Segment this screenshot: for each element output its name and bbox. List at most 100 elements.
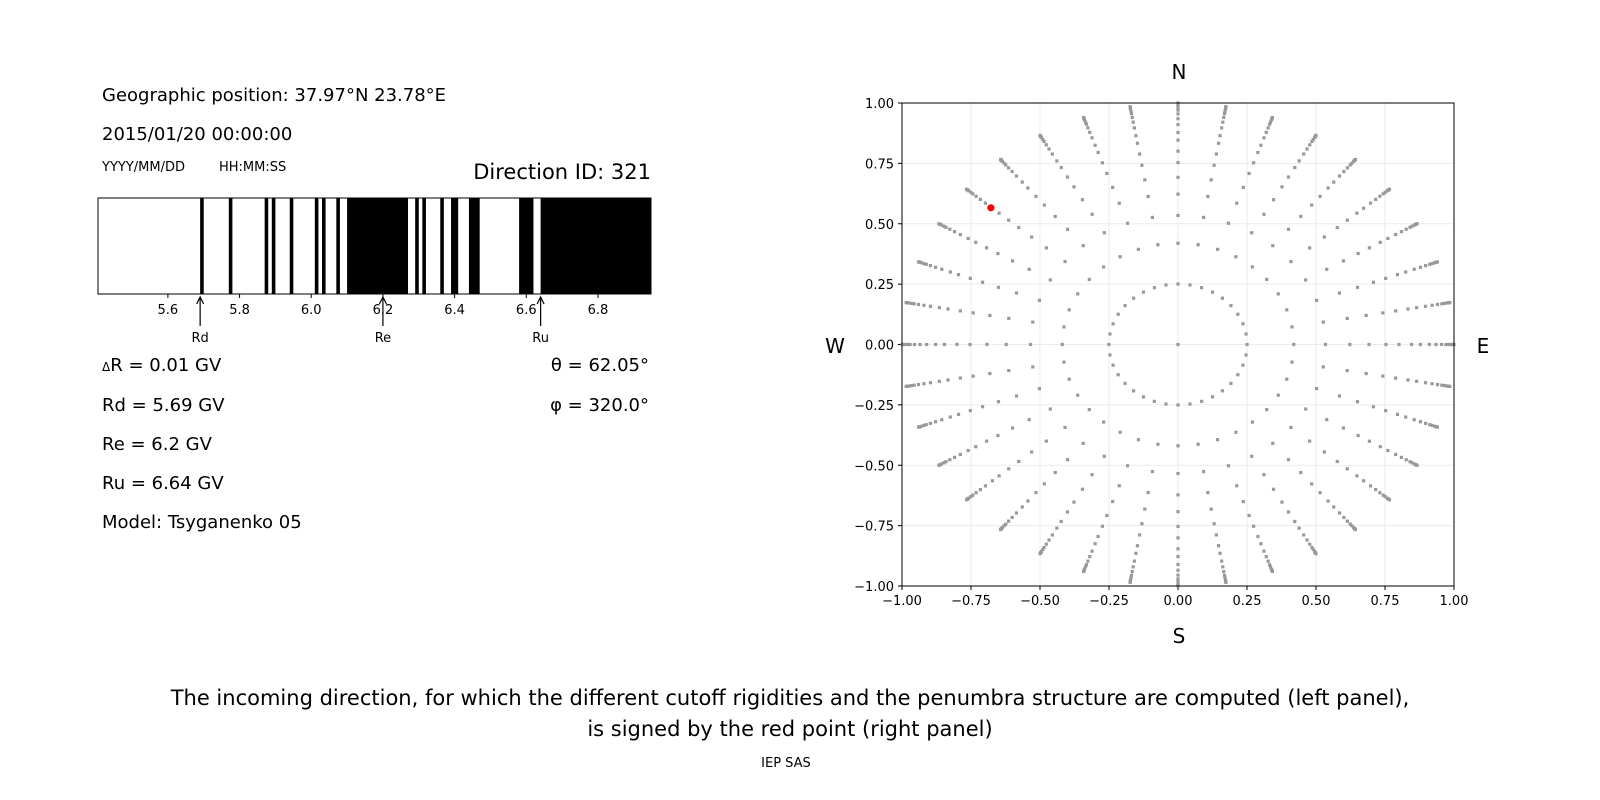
grid-point [1212, 163, 1216, 167]
grid-point [1310, 139, 1314, 144]
grid-point [966, 448, 970, 453]
grid-point [1314, 298, 1319, 302]
grid-point [1430, 303, 1434, 307]
grid-point [1262, 473, 1266, 477]
grid-point [1027, 267, 1031, 271]
grid-point [1047, 538, 1051, 542]
grid-point [1131, 296, 1136, 300]
grid-point [1286, 175, 1291, 179]
grid-point [1224, 105, 1228, 109]
grid-point [1234, 255, 1238, 259]
grid-point [1321, 365, 1325, 369]
grid-point [1297, 159, 1301, 163]
grid-point [937, 379, 941, 383]
grid-point [1415, 306, 1419, 310]
grid-point [1042, 203, 1046, 207]
grid-point [1176, 149, 1180, 153]
grid-point [1435, 260, 1439, 264]
grid-point [1341, 259, 1346, 263]
grid-point [925, 342, 929, 347]
grid-point [1076, 292, 1080, 296]
grid-point [998, 157, 1003, 162]
grid-point [1176, 554, 1180, 559]
grid-point [1442, 383, 1446, 388]
grid-point [933, 265, 938, 269]
grid-point [1381, 374, 1385, 378]
grid-point [974, 194, 978, 198]
grid-point [1381, 311, 1385, 315]
grid-point [1280, 500, 1284, 504]
grid-point [1176, 282, 1180, 286]
grid-point [1383, 190, 1387, 194]
direction-plot: −1.00 −0.75 −0.50 −0.25 0.00 0.25 0.50 0.75 1.00… [825, 60, 1489, 648]
grid-point [1234, 430, 1238, 434]
grid-point [988, 313, 992, 318]
grid-point [1345, 467, 1349, 471]
grid-point [1176, 536, 1180, 540]
grid-point [1250, 231, 1254, 235]
grid-point [1345, 166, 1349, 170]
grid-point [1404, 270, 1408, 274]
grid-point [1143, 178, 1147, 182]
grid-point [1082, 569, 1086, 574]
grid-point [1325, 418, 1329, 422]
grid-point [1080, 198, 1085, 202]
grid-point [1386, 448, 1390, 453]
grid-point [1116, 312, 1120, 316]
grid-point [1321, 320, 1325, 324]
grid-point [1048, 407, 1052, 411]
grid-point [1107, 342, 1111, 347]
grid-point [971, 192, 975, 196]
grid-point [1332, 505, 1336, 509]
grid-point [1322, 235, 1326, 239]
grid-point [1044, 542, 1048, 546]
grid-point [1348, 342, 1352, 347]
grid-point [1448, 384, 1452, 389]
grid-point [1304, 407, 1308, 411]
x-tick-label: 0.00 [1164, 594, 1193, 609]
grid-point [1268, 122, 1272, 126]
grid-point [1010, 259, 1015, 263]
grid-point [1223, 109, 1227, 114]
grid-point [1084, 563, 1088, 567]
grid-point [1020, 180, 1024, 184]
grid-point [1241, 499, 1245, 504]
grid-point [1176, 568, 1180, 572]
grid-point [964, 187, 969, 191]
grid-point [1367, 342, 1371, 347]
x-tick-label: 5.6 [158, 303, 179, 318]
y-tick-label: −1.00 [854, 580, 894, 595]
grid-point [1308, 143, 1312, 147]
grid-point [1236, 312, 1240, 316]
x-tick-label: 6.4 [444, 303, 465, 318]
grid-point [1285, 377, 1289, 381]
grid-point [974, 240, 978, 244]
grid-point [928, 264, 932, 268]
grid-point [1418, 265, 1423, 269]
grid-point [1062, 360, 1066, 364]
grid-point [1138, 152, 1142, 156]
grid-point [1055, 159, 1059, 163]
grid-point [1065, 510, 1070, 514]
grid-point [985, 246, 989, 250]
grid-point [1280, 185, 1284, 189]
grid-point [1266, 559, 1270, 563]
grid-point [1146, 490, 1150, 495]
grid-point [1146, 194, 1150, 199]
grid-point [1386, 236, 1390, 241]
grid-point [1135, 141, 1140, 145]
grid-point [1105, 513, 1109, 518]
grid-point [1118, 255, 1122, 259]
grid-point [1100, 161, 1105, 165]
grid-point [1083, 120, 1088, 124]
grid-point [912, 302, 916, 306]
grid-point [922, 423, 926, 428]
bar-frame [97, 197, 652, 295]
grid-point [1394, 452, 1398, 457]
compass-south: S [1173, 624, 1186, 648]
grid-point [1271, 487, 1276, 491]
grid-point [1017, 225, 1021, 230]
grid-point [1265, 408, 1269, 412]
grid-point [912, 342, 917, 347]
forbidden-band [440, 198, 444, 294]
